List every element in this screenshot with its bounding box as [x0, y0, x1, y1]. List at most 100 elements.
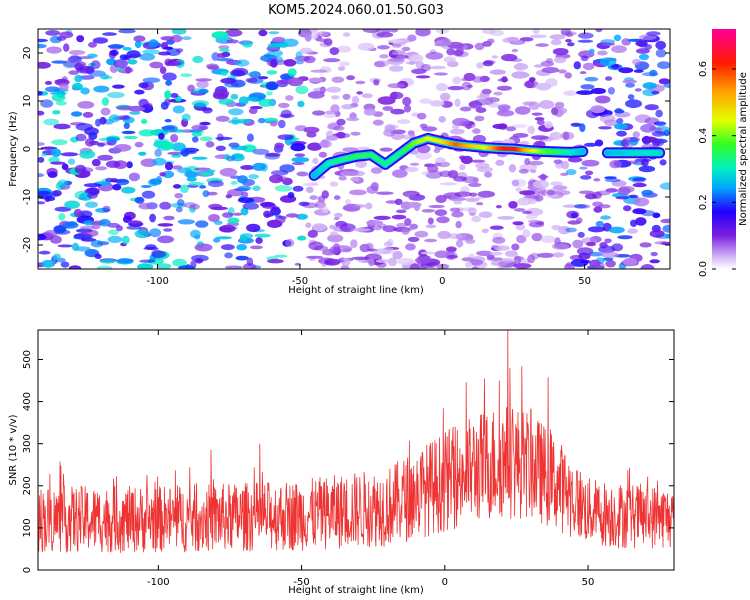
spectrogram-noise-cell — [255, 237, 263, 244]
spectrogram-noise-cell — [206, 169, 216, 173]
spectrogram-noise-cell — [537, 175, 549, 179]
spectrogram-noise-cell — [632, 197, 650, 207]
spectrogram-noise-cell — [171, 29, 187, 35]
spectrogram-noise-cell — [187, 84, 195, 93]
spectrogram-noise-cell — [646, 31, 661, 36]
spectrogram-noise-cell — [117, 115, 130, 120]
spectrogram-noise-cell — [518, 168, 529, 174]
spectrogram-noise-cell — [585, 170, 594, 176]
spectrogram-noise-cell — [435, 157, 446, 164]
spectrogram-noise-cell — [388, 58, 406, 62]
spectrogram-noise-cell — [523, 80, 539, 89]
spectrogram-noise-cell — [287, 192, 295, 199]
spectrogram-noise-cell — [552, 185, 568, 191]
spectrogram-noise-cell — [425, 52, 444, 60]
spectrogram-noise-cell — [178, 265, 196, 269]
spectrogram-noise-cell — [576, 90, 594, 95]
spectrogram-noise-cell — [435, 195, 447, 203]
spectrogram-noise-cell — [549, 131, 563, 141]
spectrogram-noise-cell — [519, 140, 530, 146]
spectrogram-noise-cell — [213, 92, 229, 100]
spectrogram-noise-cell — [608, 226, 625, 234]
spectrogram-noise-cell — [584, 76, 599, 82]
spectrogram-noise-cell — [336, 118, 346, 126]
spectrogram-noise-cell — [402, 134, 411, 140]
spectrogram-noise-cell — [141, 119, 148, 124]
spectrogram-noise-cell — [540, 60, 555, 67]
spectrogram-noise-cell — [312, 87, 327, 93]
spectrogram-noise-cell — [382, 225, 397, 233]
spectrogram-noise-cell — [558, 69, 567, 74]
spectrogram-noise-cell — [38, 110, 45, 116]
spectrogram-noise-cell — [216, 58, 234, 62]
spectrogram-noise-cell — [145, 244, 157, 250]
spectrogram-noise-layer — [38, 29, 670, 269]
spectrogram-noise-cell — [376, 191, 394, 195]
spectrogram-noise-cell — [655, 109, 663, 118]
spectrogram-noise-cell — [407, 236, 420, 242]
spectrogram-noise-cell — [170, 93, 179, 98]
spectrogram-noise-cell — [172, 105, 185, 114]
spectrogram-noise-cell — [246, 223, 261, 233]
spectrogram-noise-cell — [186, 176, 197, 182]
spectrogram-noise-cell — [61, 221, 79, 229]
spectrogram-noise-cell — [443, 56, 456, 63]
spectrogram-noise-cell — [62, 43, 70, 52]
spectrogram-noise-cell — [384, 124, 396, 132]
spectrogram-noise-cell — [217, 52, 228, 59]
spectrogram-noise-cell — [641, 189, 654, 196]
spectrogram-ridge-point — [657, 150, 662, 155]
spectrogram-noise-cell — [76, 35, 85, 43]
spectrogram-ridge-point — [580, 149, 585, 154]
spectrogram-noise-cell — [512, 221, 524, 226]
spectrogram-noise-cell — [478, 211, 493, 218]
spectrogram-noise-cell — [219, 48, 230, 52]
spectrogram-noise-cell — [352, 228, 371, 232]
spectrogram-noise-cell — [149, 213, 157, 223]
spectrogram-noise-cell — [114, 44, 124, 49]
spectrogram-noise-cell — [633, 69, 644, 73]
spectrogram-noise-cell — [277, 134, 295, 140]
spectrogram-noise-cell — [454, 191, 472, 197]
spectrogram-noise-cell — [529, 77, 536, 82]
spectrogram-noise-cell — [481, 88, 492, 95]
spectrogram-noise-cell — [325, 135, 339, 141]
spectrogram-noise-cell — [492, 123, 508, 130]
spectrogram-noise-cell — [468, 182, 482, 187]
spectrogram-noise-cell — [440, 182, 458, 186]
spectrogram-noise-cell — [38, 142, 45, 146]
spectrogram-noise-cell — [522, 229, 531, 238]
spectrogram-noise-cell — [604, 178, 621, 183]
spectrogram-noise-cell — [219, 167, 238, 177]
colorbar-ticks: 0.0 0.2 0.4 0.6 — [698, 61, 736, 277]
spectrogram-noise-cell — [641, 144, 658, 149]
spectrogram-noise-cell — [148, 178, 160, 187]
spectrogram-noise-cell — [572, 239, 584, 249]
spectrogram-noise-cell — [337, 66, 346, 71]
spectrogram-noise-cell — [463, 72, 476, 82]
spectrogram-noise-cell — [70, 111, 83, 117]
spectrogram-noise-cell — [560, 29, 571, 36]
spectrogram-noise-cell — [107, 91, 125, 99]
spectrogram-noise-cell — [532, 29, 540, 35]
spectrogram-noise-cell — [537, 252, 555, 258]
spectrogram-noise-cell — [329, 259, 345, 263]
spectrogram-noise-cell — [424, 238, 438, 243]
spectrogram-noise-cell — [554, 190, 571, 196]
spectrogram-noise-cell — [85, 138, 95, 147]
spectrogram-noise-cell — [308, 77, 323, 83]
spectrogram-noise-cell — [38, 43, 47, 49]
spectrogram-noise-cell — [344, 199, 352, 205]
spectrogram-noise-cell — [128, 220, 142, 224]
spectrogram-noise-cell — [414, 230, 429, 238]
spectrogram-noise-cell — [387, 239, 394, 246]
spectrogram-noise-cell — [564, 72, 572, 79]
spectrogram-noise-cell — [239, 235, 248, 241]
spectrogram-noise-cell — [257, 117, 266, 124]
spectrogram-noise-cell — [126, 161, 133, 169]
spectrogram-noise-cell — [376, 32, 394, 38]
spectrogram-noise-cell — [272, 36, 286, 43]
spectrogram-noise-cell — [97, 154, 113, 161]
spectrogram-noise-cell — [176, 199, 185, 207]
